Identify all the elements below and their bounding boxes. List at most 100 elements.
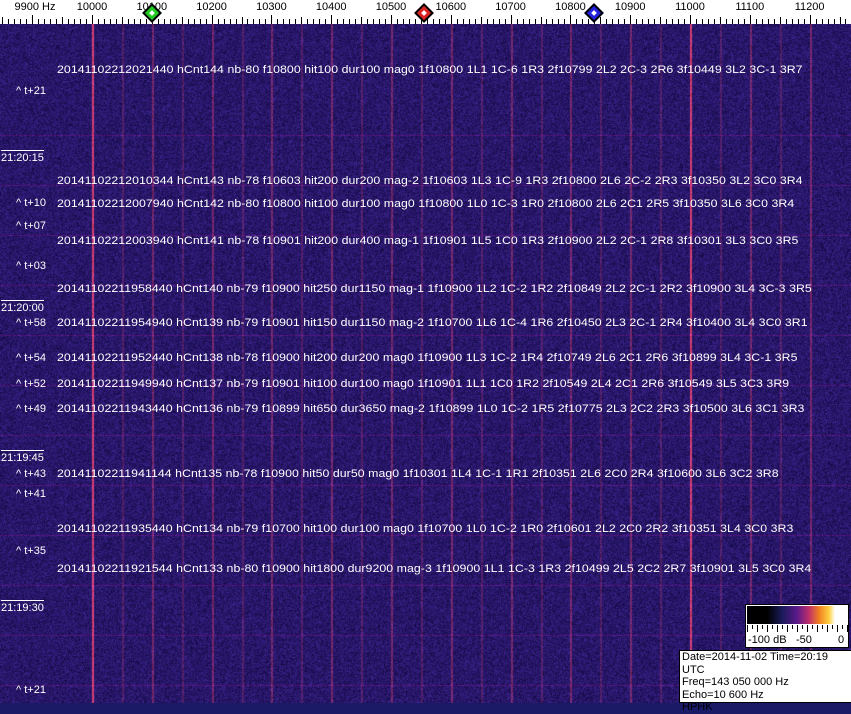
time-offset-label: ^ t+35 (16, 545, 46, 558)
colorbar-tick (817, 625, 818, 632)
axis-unit-label: 9900 Hz (15, 1, 56, 13)
axis-tick (92, 15, 93, 24)
axis-tick (212, 15, 213, 24)
colorbar: -100 dB -50 0 (745, 604, 849, 648)
axis-tick (391, 15, 392, 24)
axis-tick (630, 15, 631, 24)
axis-tick (62, 17, 63, 24)
axis-tick (840, 17, 841, 24)
info-freq: Freq=143 050 000 Hz (682, 676, 851, 689)
colorbar-tick (847, 625, 848, 632)
colorbar-tick (827, 625, 828, 632)
axis-tick (242, 17, 243, 24)
axis-tick (2, 17, 3, 24)
axis-label: 11200 (795, 1, 825, 13)
axis-label: 10800 (555, 1, 586, 13)
info-date-time: Date=2014-11-02 Time=20:19 UTC (682, 651, 851, 676)
detection-row: 20141102211943440 hCnt136 nb-79 f10899 h… (57, 403, 804, 416)
detection-row: 20141102212010344 hCnt143 nb-78 f10603 h… (57, 175, 803, 188)
detection-row: 20141102211941144 hCnt135 nb-78 f10900 h… (57, 468, 779, 481)
colorbar-tick (752, 625, 753, 629)
axis-label: 11000 (675, 1, 705, 13)
time-offset-label: ^ t+58 (16, 317, 46, 330)
time-label: 21:19:45 (1, 450, 44, 464)
detection-row: 20141102211954940 hCnt139 nb-79 f10901 h… (57, 317, 808, 330)
axis-tick (570, 15, 571, 24)
detection-row: 20141102211921544 hCnt133 nb-80 f10900 h… (57, 563, 811, 576)
colorbar-tick (832, 625, 833, 629)
detection-row: 20141102211935440 hCnt134 nb-79 f10700 h… (57, 523, 793, 536)
time-label: 21:20:00 (1, 300, 44, 314)
colorbar-tick (782, 625, 783, 629)
detection-row: 20141102212021440 hCnt144 nb-80 f10800 h… (57, 64, 803, 77)
axis-label: 10300 (256, 1, 287, 13)
colorbar-tick (777, 625, 778, 632)
axis-label: 10600 (436, 1, 467, 13)
axis-tick (720, 17, 721, 24)
detection-row: 20141102211949940 hCnt137 nb-79 f10901 h… (57, 378, 789, 391)
axis-tick (361, 17, 362, 24)
colorbar-tick (837, 625, 838, 632)
axis-tick (750, 15, 751, 24)
time-offset-label: ^ t+43 (16, 468, 46, 481)
time-offset-label: ^ t+03 (16, 260, 46, 273)
colorbar-tick (797, 625, 798, 632)
colorbar-tick (842, 625, 843, 629)
detection-row: 20141102211958440 hCnt140 nb-79 f10900 h… (57, 283, 812, 296)
detection-row: 20141102211952440 hCnt138 nb-78 f10900 h… (57, 352, 798, 365)
axis-tick (690, 15, 691, 24)
colorbar-tick (787, 625, 788, 632)
axis-tick (810, 15, 811, 24)
axis-tick (301, 17, 302, 24)
colorbar-tick (772, 625, 773, 629)
colorbar-label-max: 0 (838, 634, 844, 646)
axis-tick (271, 15, 272, 24)
axis-tick (451, 15, 452, 24)
time-label: 21:19:30 (1, 600, 44, 614)
axis-tick (331, 15, 332, 24)
frequency-axis: 9900 Hz 10000101001020010300104001050010… (0, 0, 851, 24)
detection-row: 20141102212007940 hCnt142 nb-80 f10800 h… (57, 198, 794, 211)
axis-label: 10700 (495, 1, 526, 13)
axis-label: 10000 (77, 1, 108, 13)
colorbar-tick (807, 625, 808, 632)
colorbar-tick (757, 625, 758, 632)
axis-tick (32, 15, 33, 24)
colorbar-tick (822, 625, 823, 629)
time-offset-label: ^ t+21 (16, 85, 46, 98)
colorbar-tick (802, 625, 803, 629)
time-offset-label: ^ t+49 (16, 403, 46, 416)
axis-label: 10500 (376, 1, 407, 13)
axis-tick (122, 17, 123, 24)
axis-tick (780, 17, 781, 24)
info-box: Date=2014-11-02 Time=20:19 UTC Freq=143 … (679, 650, 851, 703)
axis-tick (660, 17, 661, 24)
axis-label: 10400 (316, 1, 347, 13)
axis-tick (481, 17, 482, 24)
time-offset-label: ^ t+07 (16, 220, 46, 233)
time-offset-label: ^ t+41 (16, 488, 46, 501)
time-label: 21:20:15 (1, 150, 44, 164)
colorbar-tick (812, 625, 813, 629)
axis-label: 10900 (615, 1, 646, 13)
red-marker[interactable] (414, 3, 434, 23)
info-echo: Echo=10 600 Hz (682, 689, 851, 702)
axis-tick (541, 17, 542, 24)
colorbar-label-mid: -50 (796, 634, 812, 646)
colorbar-tick (792, 625, 793, 629)
colorbar-tick (747, 625, 748, 632)
colorbar-tick (762, 625, 763, 629)
axis-label: 10200 (196, 1, 227, 13)
colorbar-gradient (747, 606, 847, 624)
axis-tick (511, 15, 512, 24)
time-offset-label: ^ t+52 (16, 378, 46, 391)
time-offset-label: ^ t+21 (16, 684, 46, 697)
colorbar-tick (767, 625, 768, 632)
colorbar-label-min: -100 dB (748, 634, 787, 646)
axis-label: 11100 (735, 1, 764, 13)
time-offset-label: ^ t+10 (16, 197, 46, 210)
time-offset-label: ^ t+54 (16, 352, 46, 365)
axis-tick (182, 17, 183, 24)
axis-tick (600, 17, 601, 24)
detection-row: 20141102212003940 hCnt141 nb-78 f10901 h… (57, 235, 798, 248)
